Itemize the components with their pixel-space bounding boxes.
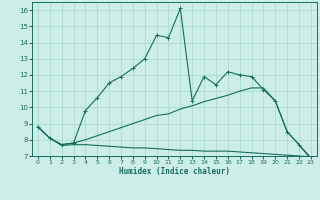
X-axis label: Humidex (Indice chaleur): Humidex (Indice chaleur) [119, 167, 230, 176]
